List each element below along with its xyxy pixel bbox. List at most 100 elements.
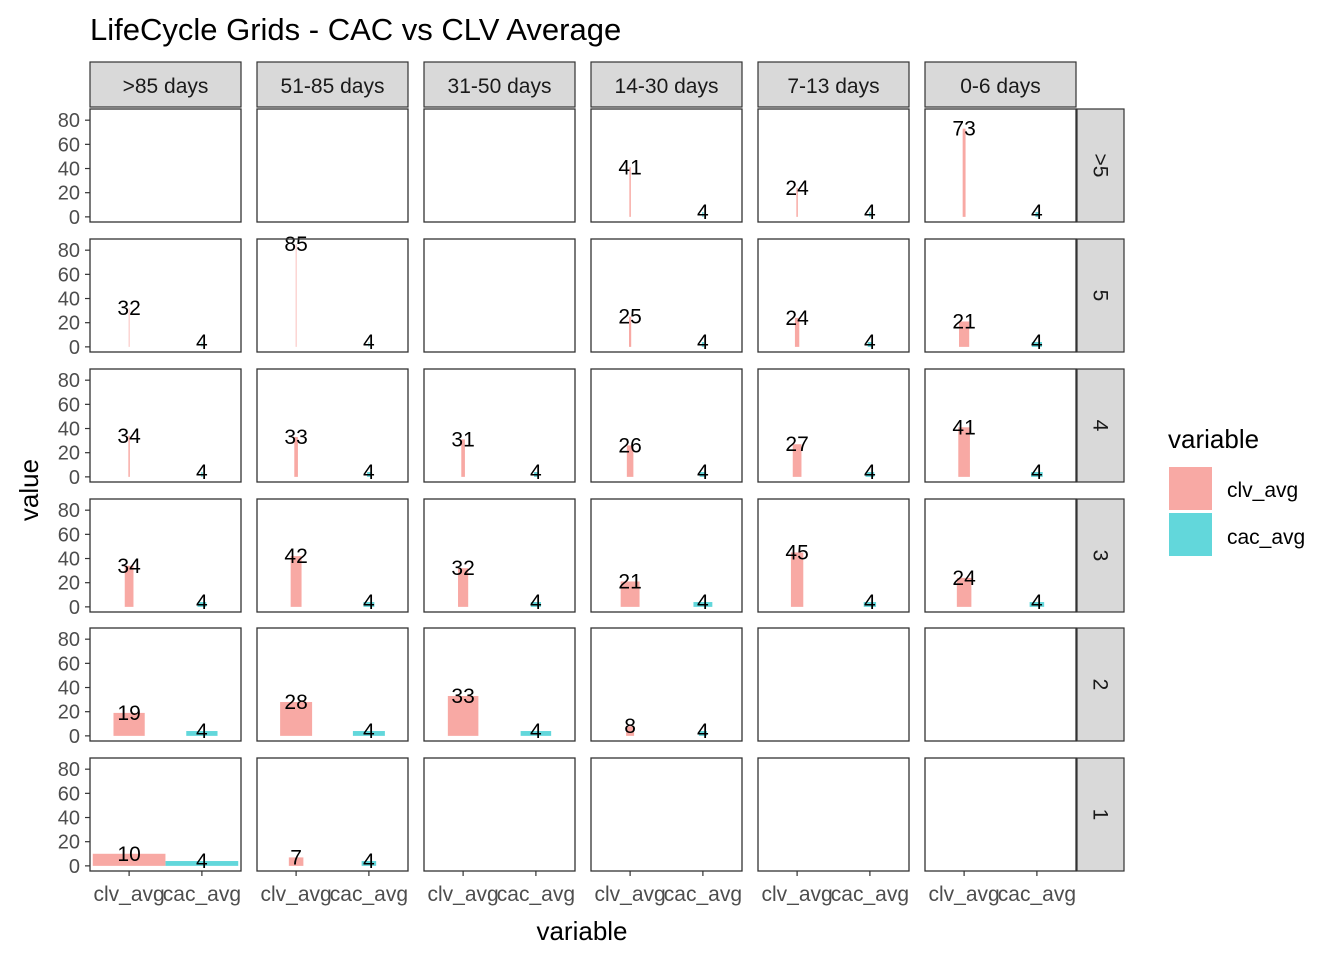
x-tick-label-cac-avg: cac_avg (664, 883, 742, 906)
x-tick-label-clv-avg: clv_avg (428, 883, 499, 906)
bar-clv-avg (956, 577, 972, 607)
panel-background (591, 239, 742, 352)
bar-label-clv-avg: 41 (952, 416, 975, 439)
panel-gt5-7-13-days: 24 4 (757, 108, 910, 224)
legend-title: variable (1168, 424, 1259, 454)
bar-label-clv-avg: 21 (618, 570, 641, 593)
panel-1-gt85-days: 10 4 (89, 757, 242, 873)
bar-label-clv-avg: 33 (284, 426, 307, 449)
bar-clv-avg (790, 552, 804, 607)
panel-background (90, 239, 241, 352)
row-strips: >5 5 4 3 2 1 (1076, 108, 1125, 872)
bar-label-cac-avg: 4 (363, 331, 375, 354)
bar-label-cac-avg: 4 (530, 591, 542, 614)
bar-label-clv-avg: 73 (952, 118, 975, 141)
panel-background (925, 369, 1076, 482)
x-tick-label-cac-avg: cac_avg (330, 883, 408, 906)
panel-3-gt85-days: 34 4 (89, 498, 242, 614)
panel-background (925, 628, 1076, 741)
x-tick-label-cac-avg: cac_avg (163, 883, 241, 906)
panel-1-31-50-days (423, 757, 576, 872)
bar-clv-avg (295, 244, 297, 347)
panel-background (257, 369, 408, 482)
panel-border (256, 238, 409, 353)
bar-label-clv-avg: 10 (117, 843, 140, 866)
bar-cac-avg (1031, 342, 1042, 347)
bar-cac-avg (197, 602, 207, 607)
panel-gt5-14-30-days: 41 4 (590, 108, 743, 224)
y-tick-label: 0 (69, 726, 80, 748)
panel-background (424, 499, 575, 612)
y-tick-label: 60 (58, 783, 80, 805)
panel-border (423, 627, 576, 742)
y-tick-label: 40 (58, 289, 80, 311)
panel-4-gt85-days: 34 4 (89, 368, 242, 484)
bar-label-cac-avg: 4 (697, 720, 709, 743)
panel-background (257, 499, 408, 612)
panel-background (591, 109, 742, 222)
panel-background (591, 758, 742, 871)
panel-border (924, 108, 1077, 223)
y-tick-label: 20 (58, 702, 80, 724)
panel-background (257, 239, 408, 352)
strip-col-31-50-days (423, 61, 576, 108)
x-tick-label-cac-avg: cac_avg (831, 883, 909, 906)
panel-border (256, 627, 409, 742)
panel-border (924, 498, 1077, 613)
bar-label-cac-avg: 4 (697, 331, 709, 354)
y-axes: 0204060800204060800204060800204060800204… (58, 110, 90, 878)
panel-border (423, 108, 576, 223)
bar-clv-avg (458, 568, 469, 607)
strip-col-label-31-50-days: 31-50 days (448, 75, 552, 98)
y-tick-label: 80 (58, 759, 80, 781)
bar-label-clv-avg: 26 (618, 434, 641, 457)
bar-cac-avg (869, 212, 871, 217)
strip-col-gt85-days (89, 61, 242, 108)
bar-cac-avg (1035, 212, 1039, 217)
legend: variable clv_avg cac_avg (1168, 424, 1305, 556)
y-tick-label: 0 (69, 337, 80, 359)
panel-background (90, 369, 241, 482)
panel-border (89, 368, 242, 483)
bar-cac-avg (520, 731, 552, 736)
y-tick-label: 60 (58, 653, 80, 675)
panel-2-51-85-days: 28 4 (256, 627, 409, 743)
strip-col-14-30-days (590, 61, 743, 108)
panel-border (590, 108, 743, 223)
bar-cac-avg (201, 342, 203, 347)
y-tick-label: 60 (58, 394, 80, 416)
bar-label-cac-avg: 4 (1031, 591, 1043, 614)
panel-border (590, 368, 743, 483)
bar-label-clv-avg: 25 (618, 306, 641, 329)
bar-clv-avg (92, 853, 166, 866)
bar-label-clv-avg: 42 (284, 545, 307, 568)
y-tick-label: 80 (58, 240, 80, 262)
y-tick-label: 40 (58, 419, 80, 441)
x-tick-label-clv-avg: clv_avg (929, 883, 1000, 906)
panel-background (257, 758, 408, 871)
panel-4-0-6-days: 41 4 (924, 368, 1077, 484)
bar-label-clv-avg: 21 (952, 310, 975, 333)
bar-cac-avg (1031, 472, 1043, 477)
panel-background (925, 499, 1076, 612)
panel-background (925, 109, 1076, 222)
panel-2-0-6-days (924, 627, 1077, 742)
strip-row-label-4: 4 (1089, 420, 1112, 432)
strip-row-1 (1076, 757, 1125, 872)
panel-border (924, 368, 1077, 483)
bar-cac-avg (693, 602, 713, 607)
x-tick-label-clv-avg: clv_avg (595, 883, 666, 906)
legend-label-cac-avg: cac_avg (1227, 526, 1305, 549)
strip-col-label-gt85-days: >85 days (123, 75, 209, 98)
x-tick-label-clv-avg: clv_avg (94, 883, 165, 906)
panel-border (423, 368, 576, 483)
y-tick-label: 0 (69, 467, 80, 489)
bar-label-clv-avg: 33 (451, 685, 474, 708)
chart-title: LifeCycle Grids - CAC vs CLV Average (90, 12, 621, 47)
bar-label-clv-avg: 85 (284, 233, 307, 256)
strip-row-label-3: 3 (1089, 550, 1112, 562)
